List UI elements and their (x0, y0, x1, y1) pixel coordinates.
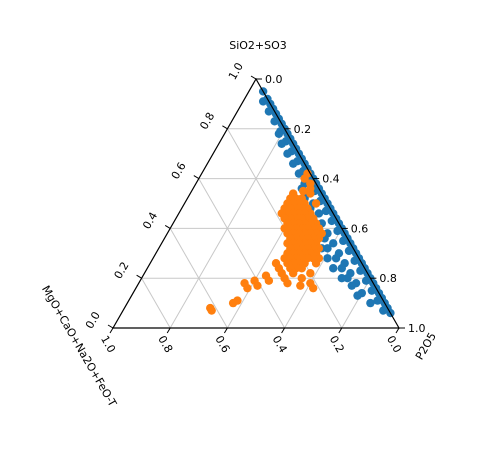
top-axis-tick (164, 224, 171, 229)
data-point-series-1 (323, 254, 332, 263)
data-point-series-1 (379, 306, 388, 315)
data-point-series-1 (333, 226, 342, 236)
top-axis-tick-label: 0.6 (169, 160, 189, 182)
data-point-series-2 (228, 298, 238, 308)
data-point-series-2 (311, 199, 321, 208)
data-point-series-1 (314, 209, 324, 218)
right-axis-tick-label: 0.8 (379, 272, 397, 285)
data-point-series-1 (356, 266, 365, 275)
bottom-axis-tick (281, 327, 286, 334)
grid-line (169, 228, 228, 329)
top-axis-tick (250, 75, 257, 80)
right-axis-tick-label: 0.2 (294, 123, 312, 136)
bottom-axis-tick (166, 327, 171, 334)
bottom-axis-tick-label: 0.4 (270, 333, 290, 355)
top-axis-tick (193, 175, 200, 180)
data-point-series-1 (337, 264, 346, 273)
data-point-series-2 (306, 269, 315, 278)
bottom-axis-tick-label: 0.6 (212, 333, 232, 355)
bottom-axis-tick-label: 0.8 (155, 333, 175, 355)
bottom-axis-tick (338, 327, 343, 334)
bottom-axis-tick-label: 1.0 (98, 333, 118, 355)
data-point-series-1 (329, 264, 338, 273)
data-point-series-2 (297, 274, 306, 283)
data-point-series-1 (373, 296, 382, 305)
data-point-series-1 (361, 276, 371, 285)
bottom-axis-tick (395, 327, 400, 334)
bottom-axis-tick (223, 327, 228, 334)
data-point-series-2 (288, 269, 298, 278)
top-axis-tick-label: 0.4 (140, 210, 160, 232)
data-point-series-1 (331, 254, 341, 263)
data-point-series-2 (264, 276, 274, 285)
bottom-axis-tick-label: 0.2 (327, 333, 347, 355)
data-point-series-2 (296, 281, 305, 290)
data-point-series-1 (294, 169, 304, 178)
bottom-axis-tick-label: 0.0 (384, 333, 404, 355)
data-point-series-2 (298, 186, 308, 196)
top-axis-tick-label: 0.2 (112, 260, 132, 282)
data-point-series-1 (270, 117, 279, 126)
triangle-border (111, 77, 401, 329)
data-point-series-1 (353, 291, 362, 300)
data-point-series-1 (288, 159, 298, 168)
right-axis-tick-label: 0.4 (322, 173, 340, 186)
data-point-series-1 (321, 206, 331, 216)
data-point-series-2 (311, 259, 321, 268)
grid-line (141, 277, 171, 329)
top-axis-tick (107, 324, 114, 329)
data-point-series-1 (339, 236, 348, 246)
top-axis-tick (136, 274, 142, 279)
data-point-series-1 (337, 274, 346, 283)
data-point-series-2 (207, 306, 216, 315)
data-point-series-1 (344, 246, 354, 256)
data-point-series-2 (306, 189, 315, 198)
data-point-series-2 (243, 283, 252, 293)
data-point-series-2 (283, 278, 292, 288)
data-point-series-1 (327, 216, 336, 226)
top-axis-label: SiO2+SO3 (229, 39, 287, 52)
top-axis-tick-label: 0.0 (83, 309, 103, 331)
data-point-series-1 (258, 97, 268, 106)
data-point-series-1 (350, 256, 359, 265)
data-point-series-2 (300, 174, 309, 183)
top-axis-tick (222, 125, 228, 130)
data-point-series-1 (329, 239, 338, 248)
right-axis-tick-label: 0.0 (265, 73, 283, 86)
data-point-series-1 (277, 139, 286, 148)
data-point-series-1 (347, 281, 357, 290)
data-point-series-2 (309, 283, 318, 293)
top-axis-tick-label: 1.0 (226, 60, 246, 82)
ternary-frame (111, 77, 401, 329)
ternary-ticks: 0.00.20.40.60.81.0 0.00.20.40.60.81.00.00… (83, 60, 426, 355)
data-point-series-2 (253, 281, 262, 290)
scatter-points (206, 87, 395, 318)
right-axis-tick-label: 0.6 (351, 222, 369, 235)
data-point-series-1 (264, 107, 274, 116)
data-point-series-1 (283, 149, 292, 158)
data-point-series-1 (366, 298, 375, 308)
bottom-axis-tick (109, 327, 114, 334)
right-axis-label: P2O5 (413, 330, 439, 362)
right-axis-tick-label: 1.0 (408, 322, 426, 335)
data-point-series-1 (274, 129, 284, 138)
grid-line (341, 277, 371, 329)
top-axis-tick-label: 0.8 (197, 110, 217, 132)
grid-line (198, 178, 286, 329)
data-point-series-1 (367, 286, 377, 295)
